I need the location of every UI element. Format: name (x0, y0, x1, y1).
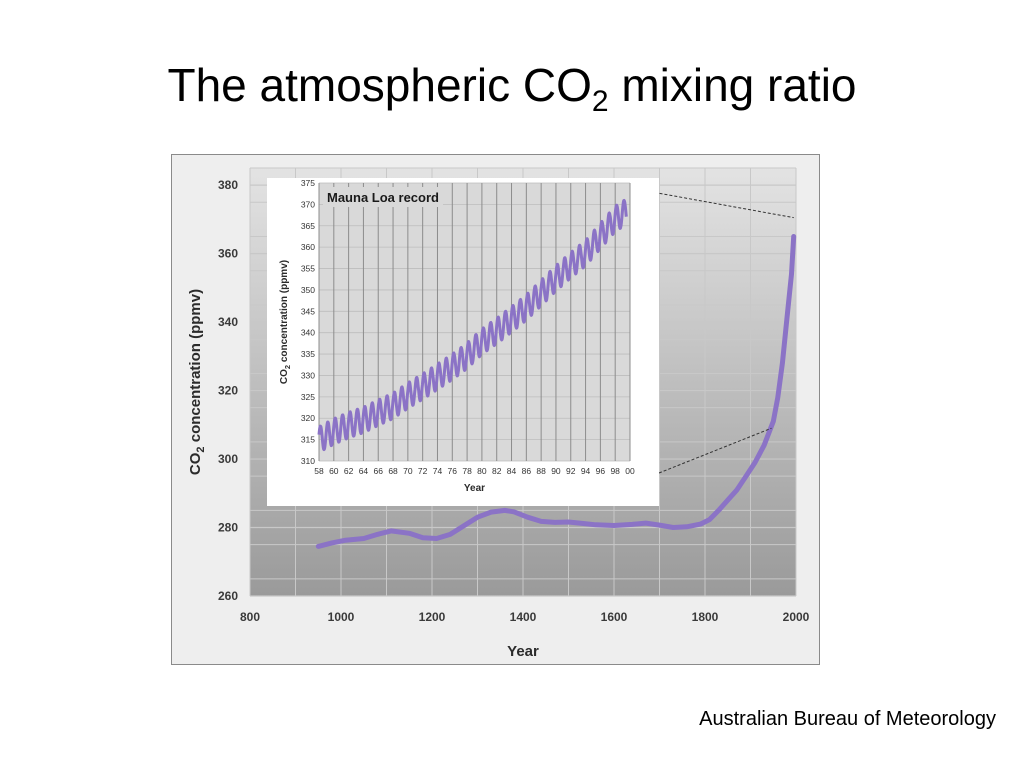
inset-x-tick-label: 70 (403, 466, 413, 476)
main-y-tick-label: 360 (218, 247, 238, 261)
inset-y-tick-label: 350 (301, 285, 315, 295)
inset-y-tick-label: 360 (301, 242, 315, 252)
inset-x-tick-label: 96 (596, 466, 606, 476)
inset-y-axis-label: CO2 concentration (ppmv) (279, 260, 292, 384)
inset-x-tick-label: 88 (536, 466, 546, 476)
zoom-connector-bottom (658, 427, 772, 474)
inset-y-tick-label: 325 (301, 392, 315, 402)
main-y-tick-label: 340 (218, 315, 238, 329)
main-x-tick-label: 800 (240, 610, 260, 624)
main-x-ticks: 800 1000 1200 1400 1600 1800 2000 (240, 610, 810, 624)
main-x-tick-label: 1000 (328, 610, 355, 624)
inset-x-tick-label: 80 (477, 466, 487, 476)
inset-y-tick-label: 375 (301, 178, 315, 188)
main-series-line (315, 234, 797, 549)
inset-x-axis-label: Year (464, 483, 485, 494)
inset-x-tick-label: 62 (344, 466, 354, 476)
inset-x-tick-label: 64 (359, 466, 369, 476)
inset-y-tick-label: 335 (301, 349, 315, 359)
inset-y-tick-label: 355 (301, 264, 315, 274)
main-x-axis-label: Year (507, 643, 539, 660)
inset-x-tick-label: 68 (388, 466, 398, 476)
inset-y-tick-label: 365 (301, 221, 315, 231)
inset-x-ticks: 58 60 62 64 66 68 70 72 74 76 78 80 82 84 86 88 90 92 94 96… (314, 466, 635, 476)
main-x-tick-label: 1600 (601, 610, 628, 624)
inset-x-tick-label: 66 (374, 466, 384, 476)
inset-x-tick-label: 98 (610, 466, 620, 476)
inset-y-tick-label: 315 (301, 435, 315, 445)
inset-x-tick-label: 78 (462, 466, 472, 476)
inset-x-tick-label: 76 (448, 466, 458, 476)
title-subscript: 2 (591, 85, 609, 118)
inset-y-tick-label: 340 (301, 328, 315, 338)
source-credit: Australian Bureau of Meteorology (699, 708, 996, 730)
inset-x-tick-label: 94 (581, 466, 591, 476)
inset-x-tick-label: 82 (492, 466, 502, 476)
main-y-tick-label: 380 (218, 178, 238, 192)
chart-figure: 260 280 300 320 340 360 380 800 1000 1200 1400 160… (171, 154, 820, 665)
inset-x-tick-label: 72 (418, 466, 428, 476)
inset-x-tick-label: 74 (433, 466, 443, 476)
inset-x-tick-label: 86 (522, 466, 532, 476)
inset-x-tick-label: 60 (329, 466, 339, 476)
inset-y-tick-label: 320 (301, 413, 315, 423)
inset-series-line (317, 198, 628, 452)
inset-x-tick-label: 92 (566, 466, 576, 476)
slide-title: The atmospheric CO2 mixing ratio (0, 59, 1024, 117)
main-y-ticks: 260 280 300 320 340 360 380 (218, 178, 238, 603)
main-y-tick-label: 300 (218, 452, 238, 466)
main-y-tick-label: 280 (218, 521, 238, 535)
inset-x-tick-label: 58 (314, 466, 324, 476)
main-x-tick-label: 1200 (419, 610, 446, 624)
inset-x-tick-label: 84 (507, 466, 517, 476)
inset-y-tick-label: 330 (301, 370, 315, 380)
inset-x-tick-label: 90 (551, 466, 561, 476)
main-x-tick-label: 1400 (510, 610, 537, 624)
inset-x-tick-label: 00 (625, 466, 635, 476)
title-text: The atmospheric CO (167, 59, 592, 111)
inset-y-ticks: 310 315 320 325 330 335 340 345 350 355 360 365 370 3… (301, 178, 315, 466)
main-x-tick-label: 2000 (783, 610, 810, 624)
inset-y-tick-label: 345 (301, 306, 315, 316)
inset-y-tick-label: 310 (301, 456, 315, 466)
chart-svg: 260 280 300 320 340 360 380 800 1000 1200 1400 160… (172, 155, 819, 664)
main-y-tick-label: 320 (218, 384, 238, 398)
main-y-tick-label: 260 (218, 589, 238, 603)
inset-y-tick-label: 370 (301, 199, 315, 209)
main-x-tick-label: 1800 (692, 610, 719, 624)
title-text-rest: mixing ratio (608, 59, 857, 111)
inset-title-background (323, 187, 443, 207)
main-y-axis-label: CO2 concentration (ppmv) (187, 289, 207, 475)
inset-title: Mauna Loa record (327, 190, 439, 205)
